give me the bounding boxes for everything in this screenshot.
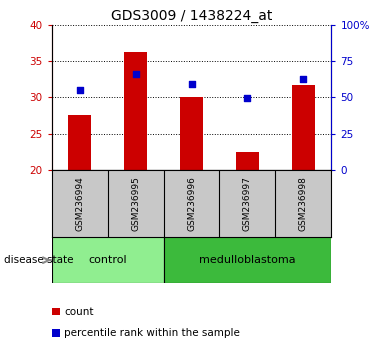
Point <box>77 87 83 93</box>
Text: GSM236995: GSM236995 <box>131 176 140 231</box>
Text: medulloblastoma: medulloblastoma <box>199 255 296 265</box>
Point <box>133 71 139 77</box>
Point <box>188 81 195 87</box>
Bar <box>124 52 147 170</box>
Text: percentile rank within the sample: percentile rank within the sample <box>64 328 240 338</box>
Text: GSM236998: GSM236998 <box>299 176 308 231</box>
Bar <box>69 115 91 170</box>
Point <box>300 76 306 82</box>
Text: count: count <box>64 307 93 316</box>
Bar <box>292 85 314 170</box>
Text: disease state: disease state <box>4 255 73 265</box>
Bar <box>52 308 60 315</box>
Text: GSM236996: GSM236996 <box>187 176 196 231</box>
Bar <box>52 329 60 337</box>
Text: GDS3009 / 1438224_at: GDS3009 / 1438224_at <box>111 9 272 23</box>
Bar <box>164 237 331 283</box>
Text: GSM236994: GSM236994 <box>75 176 84 231</box>
Bar <box>52 237 164 283</box>
Point <box>244 95 250 101</box>
Text: control: control <box>88 255 127 265</box>
Bar <box>180 97 203 170</box>
Bar <box>236 152 259 170</box>
Text: GSM236997: GSM236997 <box>243 176 252 231</box>
